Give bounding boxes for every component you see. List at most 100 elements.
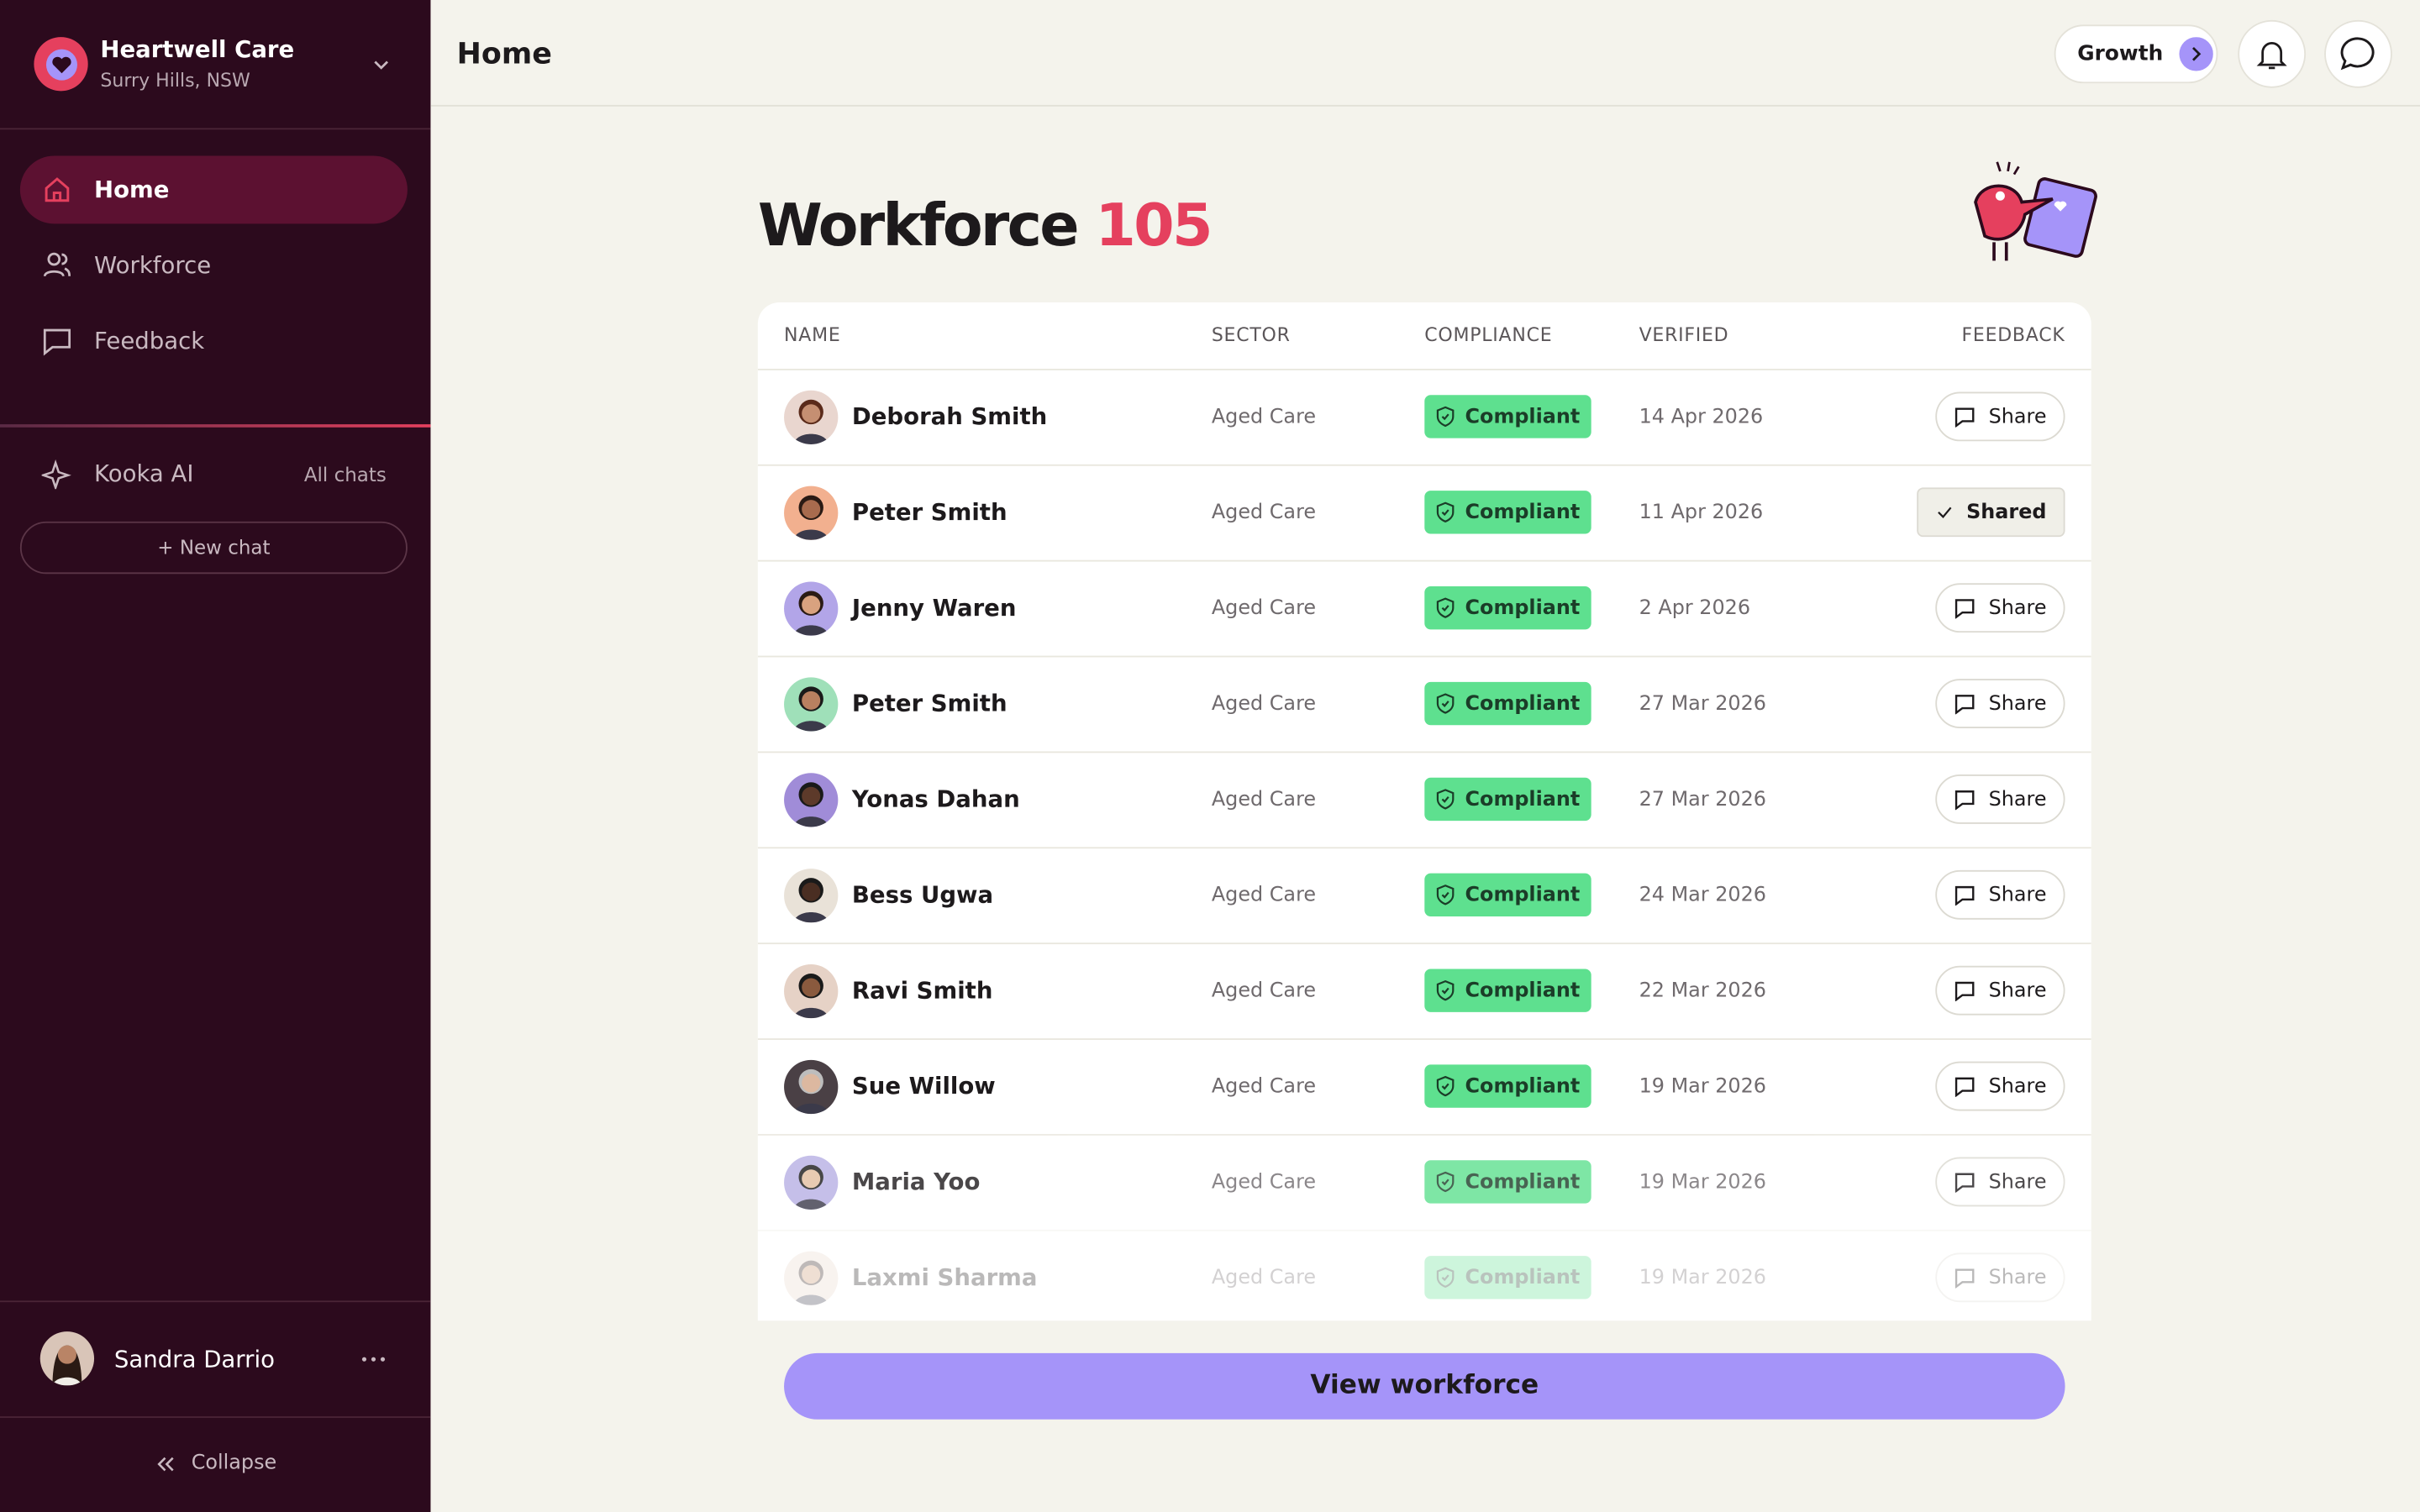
feedback-label: Share — [1988, 1266, 2047, 1289]
feedback-button[interactable]: Share — [1936, 1157, 2065, 1207]
employee-name: Sue Willow — [851, 1072, 996, 1100]
avatar-art — [793, 1260, 829, 1305]
avatar — [784, 486, 839, 540]
home-icon — [45, 177, 70, 202]
feedback-button[interactable]: Share — [1936, 869, 2065, 920]
sector: Aged Care — [1211, 1075, 1317, 1099]
verified-date: 22 Mar 2026 — [1639, 979, 1766, 1003]
employee-name: Laxmi Sharma — [851, 1263, 1038, 1292]
sector: Aged Care — [1211, 501, 1317, 525]
collapse-button[interactable]: Collapse — [155, 1452, 277, 1475]
table-row[interactable]: Peter Smith Aged Care Compliant 11 Apr 2026… — [757, 464, 2091, 560]
feedback-label: Shared — [1966, 501, 2047, 524]
feedback-button[interactable]: Share — [1936, 965, 2065, 1016]
plan-arrow — [2178, 37, 2213, 71]
messages-button[interactable] — [2324, 19, 2392, 88]
shield-icon — [1437, 789, 1455, 810]
feedback-button[interactable]: Share — [1936, 1252, 2065, 1303]
sector: Aged Care — [1211, 884, 1317, 908]
feedback-button[interactable]: Shared — [1917, 487, 2065, 538]
org-switch[interactable] — [371, 54, 392, 76]
workforce-count: 105 — [1095, 191, 1213, 260]
table-row[interactable]: Sue Willow Aged Care Compliant 19 Mar 2026 S… — [757, 1038, 2091, 1134]
employee-name: Bess Ugwa — [851, 880, 994, 909]
avatar-art — [793, 1068, 829, 1115]
shield-icon — [1437, 501, 1455, 523]
feedback-button[interactable]: Share — [1936, 679, 2065, 728]
employee-name: Deborah Smith — [851, 402, 1048, 431]
comment-icon — [1955, 1173, 1975, 1193]
all-chats-link[interactable]: All chats — [303, 463, 387, 486]
collapse-label: Collapse — [191, 1452, 277, 1475]
comment-icon — [1955, 1077, 1975, 1097]
heading-text: Workforce — [757, 191, 1080, 260]
feedback-label: Share — [1988, 787, 2047, 811]
comment-icon — [1955, 695, 1975, 715]
column-header: COMPLIANCE — [1424, 323, 1553, 346]
divider — [0, 424, 431, 428]
compliance-label: Compliant — [1465, 596, 1581, 620]
plan-button[interactable]: Growth — [2054, 24, 2218, 84]
avatar-art — [793, 495, 829, 540]
nav-label: Workforce — [94, 251, 212, 280]
table-row[interactable]: Bess Ugwa Aged Care Compliant 24 Mar 2026 Sh… — [757, 847, 2091, 942]
feedback-button[interactable]: Share — [1936, 1061, 2065, 1111]
avatar — [784, 1155, 839, 1210]
employee-name: Peter Smith — [851, 690, 1007, 718]
plan-label: Growth — [2077, 41, 2164, 66]
verified-date: 11 Apr 2026 — [1639, 501, 1764, 525]
sector: Aged Care — [1211, 1266, 1317, 1290]
avatar — [784, 581, 839, 636]
nav-feedback[interactable]: Feedback — [20, 307, 408, 375]
comment-icon — [1955, 599, 1975, 619]
comment-icon — [1955, 1268, 1975, 1289]
compliance-badge: Compliant — [1424, 969, 1591, 1012]
sidebar: Heartwell Care Surry Hills, NSW Home Wor… — [0, 0, 431, 1512]
avatar-art — [52, 1345, 82, 1386]
table-row[interactable]: Jenny Waren Aged Care Compliant 2 Apr 2026 S… — [757, 559, 2091, 656]
user-menu[interactable] — [361, 1348, 386, 1370]
nav-home[interactable]: Home — [19, 155, 408, 224]
sector: Aged Care — [1211, 788, 1317, 812]
notifications-button[interactable] — [2238, 19, 2307, 88]
feedback-button[interactable]: Share — [1936, 774, 2065, 824]
feedback-label: Share — [1988, 1074, 2047, 1098]
employee-name: Yonas Dahan — [851, 785, 1020, 813]
shield-icon — [1437, 693, 1455, 714]
verified-date: 19 Mar 2026 — [1639, 1266, 1766, 1290]
comment-icon — [1955, 885, 1975, 906]
employee-name: Maria Yoo — [851, 1168, 981, 1196]
feedback-label: Share — [1988, 405, 2047, 428]
table-row[interactable]: Maria Yoo Aged Care Compliant 19 Mar 2026 Sh… — [757, 1134, 2091, 1230]
divider — [0, 128, 431, 130]
compliance-badge: Compliant — [1424, 1160, 1591, 1204]
sector: Aged Care — [1211, 1171, 1317, 1194]
org-name[interactable]: Heartwell Care — [100, 35, 295, 64]
verified-date: 2 Apr 2026 — [1639, 596, 1751, 621]
user-avatar — [39, 1331, 95, 1386]
column-header: VERIFIED — [1639, 323, 1729, 346]
new-chat-button[interactable]: + New chat — [19, 521, 408, 575]
table-row[interactable]: Yonas Dahan Aged Care Compliant 27 Mar 2026… — [757, 751, 2091, 847]
feedback-button[interactable]: Share — [1936, 583, 2065, 633]
employee-name: Peter Smith — [851, 498, 1007, 527]
user-name: Sandra Darrio — [113, 1345, 275, 1373]
view-workforce-button[interactable]: View workforce — [784, 1352, 2065, 1420]
nav-workforce[interactable]: Workforce — [20, 232, 408, 300]
table-row[interactable]: Peter Smith Aged Care Compliant 27 Mar 2026… — [757, 655, 2091, 752]
feedback-button[interactable]: Share — [1936, 391, 2065, 442]
compliance-badge: Compliant — [1424, 395, 1591, 438]
compliance-badge: Compliant — [1424, 873, 1591, 917]
shield-icon — [1437, 597, 1455, 618]
nav-ai[interactable]: Kooka AI — [20, 439, 408, 507]
check-icon — [1938, 507, 1952, 518]
table-row[interactable]: Ravi Smith Aged Care Compliant 22 Mar 2026 S… — [757, 942, 2091, 1038]
avatar — [784, 677, 839, 732]
illustration — [1974, 161, 2097, 261]
table-row[interactable]: Laxmi Sharma Aged Care Compliant 19 Mar 202… — [757, 1229, 2091, 1320]
table-row[interactable]: Deborah Smith Aged Care Compliant 14 Apr 20… — [757, 368, 2091, 465]
chat-icon — [2340, 37, 2375, 71]
shield-icon — [1437, 885, 1455, 906]
bell-icon — [2256, 42, 2287, 70]
